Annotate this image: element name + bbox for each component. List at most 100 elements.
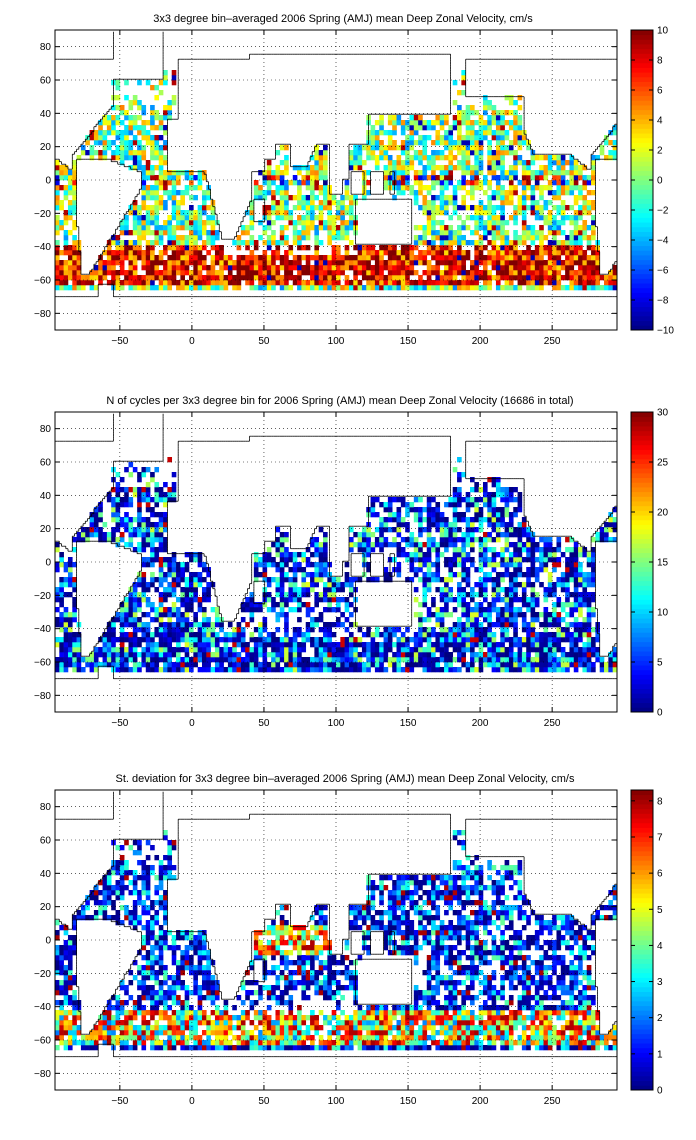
heatmap-cell [608,155,613,161]
heatmap-cell [591,275,596,281]
heatmap-cell [236,265,242,271]
heatmap-cell [219,250,224,256]
heatmap-cell [439,175,445,181]
heatmap-cell [115,280,121,286]
heatmap-cell [63,270,69,276]
heatmap-cell [184,185,190,191]
heatmap-cell [72,547,77,553]
heatmap-cell [98,652,103,658]
colorbar-segment [631,72,653,78]
heatmap-cell [197,622,203,628]
heatmap-cell [284,260,289,266]
heatmap-cell [314,225,319,231]
heatmap-cell [154,647,160,653]
heatmap-cell [76,647,82,653]
heatmap-cell [573,180,579,186]
heatmap-cell [487,195,492,201]
heatmap-cell [448,165,454,171]
heatmap-cell [387,135,393,141]
heatmap-cell [418,250,423,256]
heatmap-cell [431,140,436,146]
heatmap-cell [534,255,540,261]
heatmap-cell [171,602,177,608]
heatmap-cell [495,260,501,266]
heatmap-cell [439,240,445,246]
heatmap-cell [59,667,64,673]
heatmap-cell [305,175,311,181]
heatmap-cell [461,260,466,266]
heatmap-cell [314,265,319,271]
heatmap-cell [106,492,112,498]
heatmap-cell [119,607,125,613]
heatmap-cell [106,537,112,543]
heatmap-cell [141,627,147,633]
heatmap-cell [197,170,203,176]
heatmap-cell [89,662,95,668]
heatmap-cell [214,270,220,276]
heatmap-cell [163,105,168,111]
heatmap-cell [318,225,324,231]
heatmap-cell [93,532,99,538]
heatmap-cell [310,185,315,191]
heatmap-cell [301,230,307,236]
heatmap-cell [586,255,592,261]
heatmap-cell [431,195,436,201]
heatmap-cell [560,245,566,251]
heatmap-cell [158,527,164,533]
heatmap-cell [504,220,510,226]
heatmap-cell [93,135,99,141]
heatmap-cell [180,647,185,653]
heatmap-cell [158,637,164,643]
heatmap-cell [271,170,276,176]
heatmap-cell [150,542,155,548]
heatmap-cell [591,215,596,221]
heatmap-cell [132,160,138,166]
heatmap-cell [500,135,505,141]
heatmap-cell [340,285,345,291]
heatmap-cell [297,280,302,286]
colorbar-segment [631,250,653,256]
heatmap-cell [189,170,194,176]
heatmap-cell [98,517,103,523]
heatmap-cell [491,260,497,266]
heatmap-cell [115,145,121,151]
heatmap-cell [461,200,466,206]
heatmap-cell [495,280,501,286]
heatmap-cell [530,255,536,261]
heatmap-cell [128,617,134,623]
heatmap-cell [508,265,514,271]
heatmap-cell [128,632,134,638]
heatmap-cell [547,255,553,261]
heatmap-cell [422,235,428,241]
heatmap-cell [508,170,514,176]
heatmap-cell [517,275,523,281]
heatmap-cell [487,155,492,161]
heatmap-cell [323,150,328,156]
heatmap-cell [431,205,436,211]
heatmap-cell [124,95,129,101]
heatmap-cell [526,250,531,256]
heatmap-cell [137,240,142,246]
heatmap-cell [482,205,488,211]
heatmap-cell [128,487,134,493]
heatmap-cell [478,145,484,151]
heatmap-cell [102,260,108,266]
heatmap-cell [422,150,428,156]
heatmap-cell [482,260,488,266]
heatmap-cell [158,492,164,498]
heatmap-cell [67,637,73,643]
heatmap-cell [124,602,129,608]
heatmap-cell [249,275,255,281]
heatmap-cell [158,497,164,503]
heatmap-cell [444,245,449,251]
heatmap-cell [578,280,583,286]
heatmap-cell [331,200,337,206]
heatmap-cell [180,612,185,618]
heatmap-cell [150,472,155,478]
heatmap-cell [197,572,203,578]
heatmap-cell [163,115,168,121]
heatmap-cell [111,115,116,121]
heatmap-cell [93,140,99,146]
heatmap-cell [284,180,289,186]
heatmap-cell [439,280,445,286]
